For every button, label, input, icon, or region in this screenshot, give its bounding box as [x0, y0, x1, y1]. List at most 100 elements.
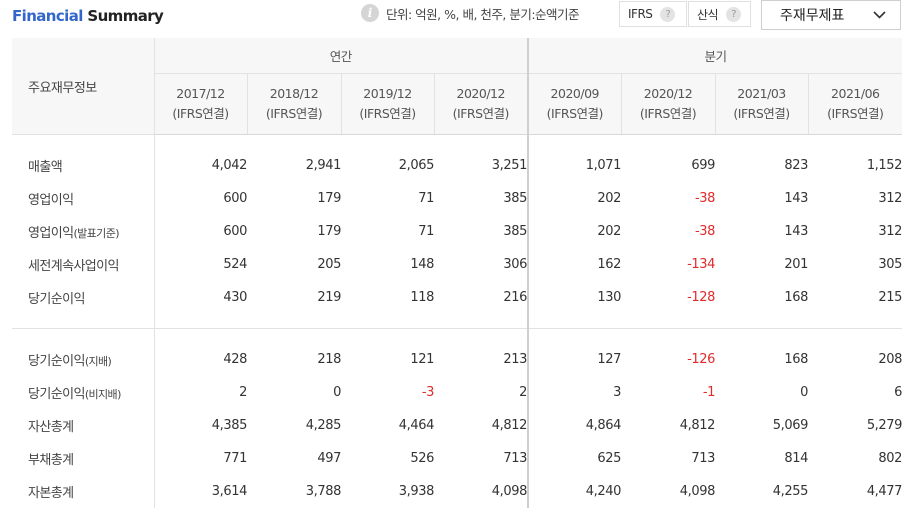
value-cell: 3,614: [211, 484, 248, 499]
value-cell: 428: [223, 352, 247, 367]
value-cell: 4,477: [866, 484, 903, 499]
basis-label: (IFRS연결): [172, 106, 229, 121]
table-row: 세전계속사업이익 524 205 148 306 162 -134 201 305: [12, 248, 902, 281]
table-row: 영업이익 600 179 71 385 202 -38 143 312: [12, 182, 902, 215]
value-cell: 219: [317, 290, 341, 305]
value-cell: 148: [410, 257, 434, 272]
value-cell: 385: [434, 215, 530, 248]
unit-text: 단위: 억원, %, 배, 천주, 분기:순액기준: [386, 7, 580, 22]
value-cell: 312: [878, 224, 903, 239]
value-cell: -134: [687, 257, 716, 272]
value-cell: 3: [613, 385, 622, 400]
period-header: 2017/12 (IFRS연결): [154, 73, 248, 135]
table-row: 부채총계 771 497 526 713 625 713 814 802: [12, 442, 902, 475]
value-cell: 4,812: [434, 409, 530, 442]
value-cell: 600: [223, 224, 247, 239]
value-cell: 202: [597, 191, 622, 206]
value-cell: 430: [223, 290, 247, 305]
value-cell: 3,251: [434, 149, 530, 182]
value-cell: 162: [597, 257, 622, 272]
row-label: 당기순이익: [12, 281, 155, 314]
period-header: 2018/12 (IFRS연결): [247, 73, 342, 135]
period-label: 2018/12: [269, 86, 319, 101]
row-label: 당기순이익(비지배): [12, 376, 155, 409]
value-cell: 205: [317, 257, 341, 272]
period-label: 2017/12: [176, 86, 225, 101]
info-icon[interactable]: i: [361, 4, 379, 22]
value-cell: 118: [410, 290, 434, 305]
value-cell: 202: [597, 224, 622, 239]
value-cell: 208: [878, 352, 903, 367]
table-row: 매출액 4,042 2,941 2,065 3,251 1,071 699 823 1,152: [12, 149, 902, 182]
table-row: 당기순이익 430 219 118 216 130 -128 168 215: [12, 281, 902, 314]
statement-type-select[interactable]: 주재무제표: [761, 0, 901, 30]
title-summary: Summary: [87, 7, 164, 25]
row-label-text: 부채총계: [28, 453, 74, 468]
value-cell: 6: [894, 385, 903, 400]
value-cell: -1: [702, 385, 716, 400]
formula-label: 산식: [697, 7, 719, 22]
value-cell: 4,042: [211, 158, 248, 173]
row-label-text: 영업이익: [28, 193, 74, 208]
value-cell: 600: [223, 191, 247, 206]
value-cell: 771: [223, 451, 247, 466]
quarter-group-header: 분기: [528, 38, 903, 74]
value-cell: 2: [434, 376, 530, 409]
row-label-text: 자산총계: [28, 420, 74, 435]
row-label: 매출액: [12, 149, 155, 182]
value-cell: 3,938: [398, 484, 435, 499]
row-label: 부채총계: [12, 442, 155, 475]
value-cell: 218: [317, 352, 341, 367]
value-cell: 0: [800, 385, 809, 400]
value-cell: 802: [878, 451, 903, 466]
value-cell: 168: [784, 290, 809, 305]
value-cell: 625: [597, 451, 622, 466]
annual-group-header: 연간: [154, 38, 530, 74]
value-cell: 2,065: [398, 158, 435, 173]
basis-label: (IFRS연결): [546, 106, 604, 121]
page-title: Financial Summary: [12, 4, 164, 28]
value-cell: 5,069: [772, 418, 809, 433]
period-label: 2020/12: [643, 86, 693, 101]
basis-label: (IFRS연결): [827, 106, 884, 121]
value-cell: -38: [694, 224, 716, 239]
ifrs-label: IFRS: [628, 7, 653, 21]
value-cell: -128: [687, 290, 716, 305]
basis-label: (IFRS연결): [359, 106, 416, 121]
table-row: 당기순이익(비지배) 2 0 -3 2 3 -1 0 6: [12, 376, 902, 409]
value-cell: 497: [317, 451, 341, 466]
value-cell: 5,279: [866, 418, 903, 433]
value-cell: 127: [597, 352, 622, 367]
ifrs-help-icon[interactable]: ?: [660, 6, 676, 22]
value-cell: 713: [434, 442, 530, 475]
value-cell: 524: [223, 257, 247, 272]
value-cell: 385: [434, 182, 530, 215]
value-cell: 526: [410, 451, 434, 466]
period-label: 2021/03: [737, 86, 786, 101]
row-label: 영업이익(발표기준): [12, 215, 155, 248]
period-header: 2020/12 (IFRS연결): [434, 73, 530, 135]
period-label: 2021/06: [831, 86, 880, 101]
period-label: 2020/09: [550, 86, 600, 101]
basis-label: (IFRS연결): [452, 106, 510, 121]
period-header: 2020/09 (IFRS연결): [528, 73, 622, 135]
value-cell: -38: [694, 191, 716, 206]
formula-help-icon[interactable]: ?: [726, 6, 742, 22]
value-cell: 4,812: [679, 418, 716, 433]
value-cell: 179: [317, 191, 341, 206]
value-cell: 216: [434, 281, 530, 314]
value-cell: 2,941: [305, 158, 342, 173]
formula-option[interactable]: 산식 ?: [688, 1, 751, 27]
label-column-header: 주요재무정보: [12, 38, 155, 135]
chevron-down-icon: [873, 11, 886, 19]
table-row: 자본총계 3,614 3,788 3,938 4,098 4,240 4,098 4,255 4…: [12, 475, 902, 508]
value-cell: 71: [418, 224, 434, 239]
value-cell: 215: [878, 290, 903, 305]
value-cell: 4,285: [305, 418, 342, 433]
value-cell: 4,864: [585, 418, 622, 433]
basis-label: (IFRS연결): [733, 106, 790, 121]
table-row: 당기순이익(지배) 428 218 121 213 127 -126 168 208: [12, 343, 902, 376]
row-label: 영업이익: [12, 182, 155, 215]
value-cell: 306: [434, 248, 530, 281]
ifrs-option[interactable]: IFRS ?: [619, 1, 687, 27]
